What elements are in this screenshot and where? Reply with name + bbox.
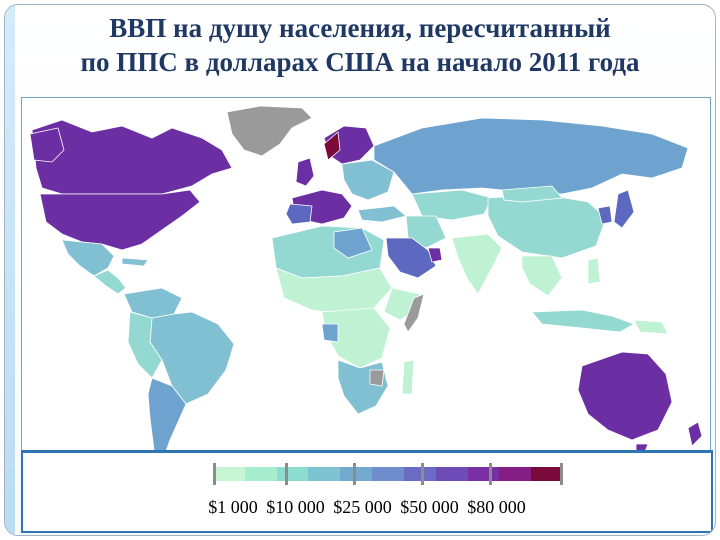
region-norway (323, 131, 341, 161)
legend-tick (285, 463, 288, 485)
region-usa (39, 189, 201, 251)
legend-swatch (435, 467, 468, 481)
legend-tick (421, 463, 424, 485)
legend-label-50000: $50 000 (400, 497, 459, 517)
region-eastern-europe (341, 159, 395, 201)
legend-swatch (531, 467, 563, 481)
legend-swatch (213, 467, 245, 481)
region-turkey (357, 205, 407, 223)
region-papua (633, 319, 669, 335)
legend-tick (213, 463, 216, 485)
legend: $1 000 $10 000 $25 000 $50 000 $80 000 (21, 450, 713, 533)
region-australia (577, 351, 673, 441)
region-mongolia (501, 185, 563, 203)
region-zimbabwe (369, 369, 385, 387)
region-madagascar (401, 359, 415, 395)
legend-label-10000: $10 000 (266, 497, 325, 517)
legend-swatch (403, 467, 436, 481)
region-central-asia (411, 189, 493, 221)
region-sahel (275, 267, 393, 315)
region-southeast-asia (521, 255, 563, 297)
legend-ticks (213, 463, 563, 485)
legend-tick (353, 463, 356, 485)
region-alaska (29, 127, 65, 163)
region-peru-bolivia (127, 311, 163, 379)
region-india (451, 233, 503, 295)
region-korea (597, 205, 613, 225)
region-japan (613, 189, 635, 229)
legend-swatch (372, 467, 404, 481)
region-new-zealand (687, 421, 703, 447)
region-gulf-states (427, 247, 443, 263)
region-canada (31, 119, 233, 195)
region-southern-africa (337, 359, 389, 415)
region-saudi-arabia (385, 237, 437, 279)
region-iberia (285, 203, 313, 225)
region-cuba (121, 257, 149, 267)
title-line-1: ВВП на душу населения, пересчитанный (109, 13, 611, 43)
legend-swatch (276, 467, 309, 481)
region-gabon (321, 323, 339, 343)
region-central-america (93, 269, 127, 295)
legend-label-80000: $80 000 (467, 497, 526, 517)
region-uk (295, 157, 315, 187)
region-iran (405, 215, 447, 249)
slide-side-accent (5, 5, 15, 535)
slide-title: ВВП на душу населения, пересчитанный по … (5, 11, 715, 79)
legend-tick (489, 463, 492, 485)
legend-swatch (499, 467, 532, 481)
title-line-2: по ППС в долларах США на начало 2011 год… (80, 47, 640, 77)
region-mexico (61, 239, 115, 277)
legend-swatch (244, 467, 277, 481)
legend-label-25000: $25 000 (333, 497, 392, 517)
legend-swatch (340, 467, 373, 481)
world-map-svg (29, 105, 703, 463)
region-china (487, 193, 607, 259)
region-philippines (587, 257, 601, 285)
region-libya (333, 227, 373, 259)
legend-labels: $1 000 $10 000 $25 000 $50 000 $80 000 (23, 497, 711, 518)
region-indonesia (531, 309, 635, 333)
slide: ВВП на душу населения, пересчитанный по … (4, 4, 716, 536)
legend-label-1000: $1 000 (208, 497, 258, 517)
region-greenland (226, 105, 313, 157)
legend-swatch (308, 467, 341, 481)
legend-tick (560, 463, 563, 485)
region-somalia (403, 293, 425, 333)
region-russia (373, 117, 689, 195)
